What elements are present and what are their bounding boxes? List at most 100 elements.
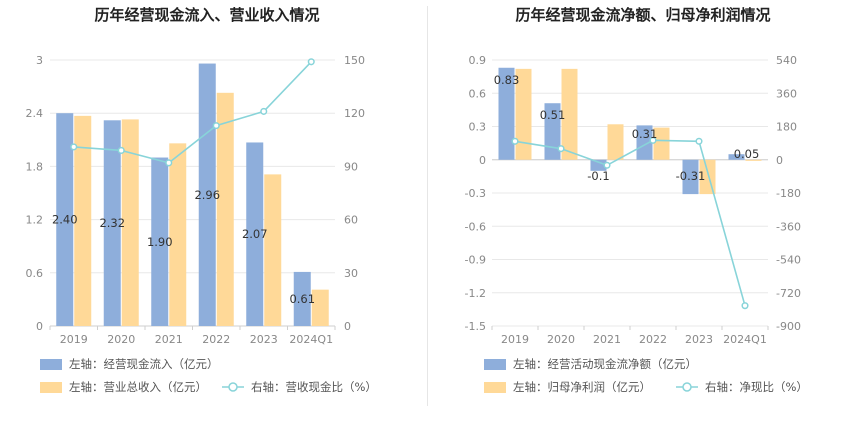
right-tick-label: 120 xyxy=(344,107,365,120)
bar-series1 xyxy=(682,159,699,195)
left-tick-label: 0.9 xyxy=(469,54,487,67)
line-point xyxy=(511,137,519,145)
left-tick-label: 0 xyxy=(479,154,486,167)
legend-label-bar2: 左轴：营业总收入（亿元） xyxy=(69,380,207,394)
right-tick-label: -180 xyxy=(776,187,801,200)
bar-series2 xyxy=(561,68,578,160)
bar-data-label: 0.31 xyxy=(632,127,658,141)
bar-series1 xyxy=(103,120,121,326)
right-tick-label: -360 xyxy=(776,220,801,233)
bar-series1 xyxy=(636,125,653,160)
left-tick-label: -0.6 xyxy=(465,220,486,233)
right-tick-label: 30 xyxy=(344,267,358,280)
right-tick-label: 150 xyxy=(344,54,365,67)
line-point xyxy=(307,58,315,66)
legend-swatch-line-point xyxy=(682,382,692,392)
line-point xyxy=(117,146,125,154)
right-tick-label: 0 xyxy=(344,320,351,333)
bar-series2 xyxy=(745,159,762,161)
bar-series1 xyxy=(498,67,515,160)
bar-data-label: -0.31 xyxy=(676,169,706,183)
left-tick-label: -0.9 xyxy=(465,254,486,267)
line-point xyxy=(165,159,173,167)
x-tick-label: 2020 xyxy=(107,333,135,346)
x-tick-label: 2019 xyxy=(501,333,529,346)
left-tick-label: 1.2 xyxy=(26,214,44,227)
line-point xyxy=(649,136,657,144)
left-tick-label: 0.6 xyxy=(469,87,487,100)
bar-data-label: 0.51 xyxy=(540,108,566,122)
bar-data-label: 2.32 xyxy=(99,216,125,230)
x-tick-label: 2020 xyxy=(547,333,575,346)
bar-data-label: 2.40 xyxy=(52,213,78,227)
legend-swatch-line-point xyxy=(228,382,238,392)
legend-label-bar1: 左轴：经营现金流入（亿元） xyxy=(69,357,219,371)
bar-series2 xyxy=(607,124,624,160)
bar-data-label: 2.96 xyxy=(194,188,220,202)
right-tick-label: 90 xyxy=(344,160,358,173)
x-tick-label: 2023 xyxy=(250,333,278,346)
chart-divider xyxy=(427,6,428,406)
x-tick-label: 2019 xyxy=(60,333,88,346)
x-tick-label: 2023 xyxy=(685,333,713,346)
bar-series2 xyxy=(74,115,92,326)
x-tick-label: 2024Q1 xyxy=(289,333,333,346)
bar-data-label: -0.1 xyxy=(587,169,609,183)
line-point xyxy=(260,107,268,115)
x-tick-label: 2022 xyxy=(202,333,230,346)
bar-series2 xyxy=(216,92,234,326)
line-series xyxy=(514,139,746,306)
bar-series2 xyxy=(169,143,187,326)
bar-series1 xyxy=(544,103,561,160)
right-tick-label: -720 xyxy=(776,287,801,300)
legend-swatch-bar2 xyxy=(40,382,62,393)
bar-series2 xyxy=(311,289,329,326)
chart-0: 0 0 0.6 30 1.2 60 1.8 90 2.4 120 3 150 2019 2020 2021 2… xyxy=(26,54,377,394)
bar-series1 xyxy=(293,271,311,326)
x-tick-label: 2024Q1 xyxy=(723,333,767,346)
legend-label-bar2: 左轴：归母净利润（亿元） xyxy=(513,380,651,394)
right-tick-label: 360 xyxy=(776,87,797,100)
legend-label-line: 右轴：营收现金比（%） xyxy=(251,380,377,394)
right-tick-label: 540 xyxy=(776,54,797,67)
bar-data-label: 0.05 xyxy=(734,147,760,161)
chart-title-right: 历年经营现金流净额、归母净利润情况 xyxy=(515,6,770,24)
x-tick-label: 2021 xyxy=(593,333,621,346)
chart-1: -1.5 -900 -1.2 -720 -0.9 -540 -0.6 -360 -0.3 -180… xyxy=(465,54,808,394)
left-tick-label: 1.8 xyxy=(26,160,44,173)
bar-series1 xyxy=(590,159,607,171)
bar-series1 xyxy=(151,157,169,326)
left-tick-label: -1.2 xyxy=(465,287,486,300)
bar-series2 xyxy=(653,127,670,160)
left-tick-label: -1.5 xyxy=(465,320,486,333)
line-point xyxy=(70,143,78,151)
right-tick-label: 60 xyxy=(344,214,358,227)
line-series xyxy=(73,61,312,164)
bar-data-label: 0.61 xyxy=(289,292,315,306)
bar-series2 xyxy=(515,68,532,160)
bar-data-label: 1.90 xyxy=(147,235,173,249)
left-tick-label: 3 xyxy=(36,54,43,67)
left-tick-label: 2.4 xyxy=(26,107,44,120)
legend-swatch-bar1 xyxy=(484,359,506,370)
right-tick-label: -900 xyxy=(776,320,801,333)
bar-data-label: 2.07 xyxy=(242,227,268,241)
line-point xyxy=(557,145,565,153)
left-tick-label: 0.3 xyxy=(469,121,487,134)
left-tick-label: -0.3 xyxy=(465,187,486,200)
line-point xyxy=(212,122,220,130)
legend-label-line: 右轴：净现比（%） xyxy=(705,380,808,394)
legend-swatch-bar1 xyxy=(40,359,62,370)
line-point xyxy=(741,302,749,310)
bar-series1 xyxy=(728,154,745,160)
bar-series1 xyxy=(246,142,264,326)
line-point xyxy=(695,137,703,145)
chart-title-left: 历年经营现金流入、营业收入情况 xyxy=(94,6,319,24)
x-tick-label: 2022 xyxy=(639,333,667,346)
left-tick-label: 0.6 xyxy=(26,267,44,280)
line-point xyxy=(603,161,611,169)
x-tick-label: 2021 xyxy=(155,333,183,346)
bar-series2 xyxy=(121,119,139,326)
